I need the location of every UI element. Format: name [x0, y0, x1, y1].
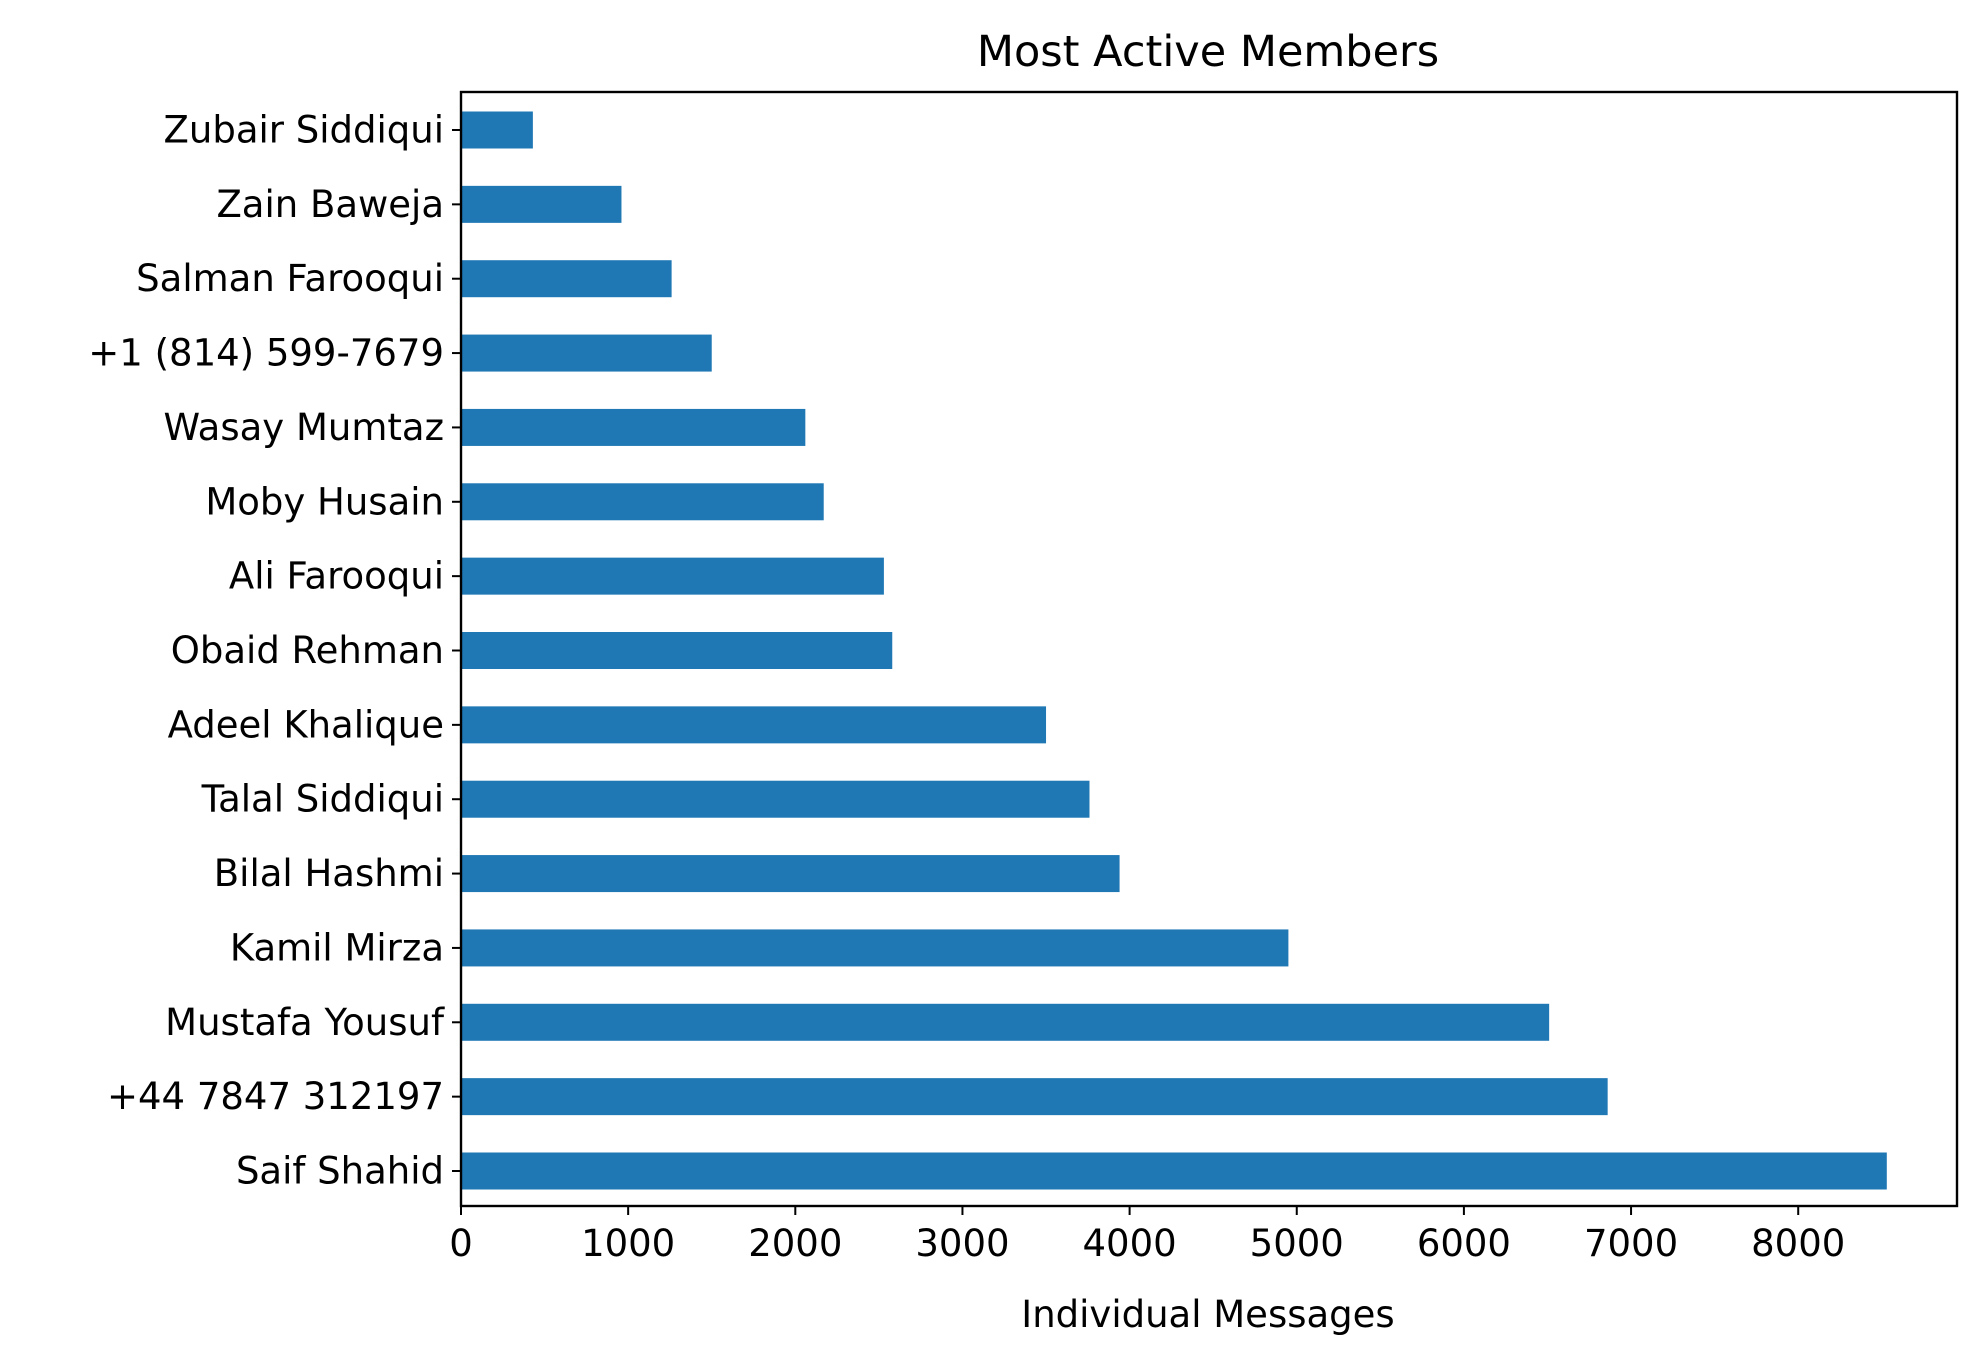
y-tick-label: +44 7847 312197 — [107, 1075, 444, 1118]
x-tick-label: 0 — [449, 1222, 473, 1265]
y-axis-ticks: Saif Shahid +44 7847 312197 Mustafa Yousuf… — [88, 109, 461, 1193]
y-tick-label: Salman Farooqui — [136, 257, 444, 300]
bar — [461, 111, 533, 149]
y-tick-label: +1 (814) 599-7679 — [88, 332, 444, 375]
x-tick-label: 5000 — [1250, 1222, 1344, 1265]
bar — [461, 1003, 1550, 1041]
x-tick-label: 7000 — [1584, 1222, 1678, 1265]
y-tick-label: Saif Shahid — [236, 1150, 444, 1193]
x-tick-label: 8000 — [1751, 1222, 1845, 1265]
x-axis-ticks: 0 1000 2000 3000 4000 5000 6000 7000 8000 — [449, 1206, 1845, 1265]
x-tick-label: 4000 — [1083, 1222, 1177, 1265]
x-tick-label: 3000 — [915, 1222, 1009, 1265]
x-axis-label: Individual Messages — [1021, 1293, 1394, 1336]
bar — [461, 929, 1289, 967]
bars-group — [461, 111, 1887, 1190]
y-tick-label: Obaid Rehman — [171, 629, 444, 672]
y-tick-label: Bilal Hashmi — [214, 852, 444, 895]
y-tick-label: Mustafa Yousuf — [165, 1001, 445, 1044]
y-tick-label: Adeel Khalique — [168, 703, 444, 746]
bar — [461, 260, 672, 298]
bar — [461, 706, 1047, 744]
y-tick-label: Kamil Mirza — [230, 926, 444, 969]
bar — [461, 334, 712, 372]
y-tick-label: Wasay Mumtaz — [163, 406, 444, 449]
bar — [461, 483, 824, 521]
y-tick-label: Talal Siddiqui — [201, 778, 444, 821]
bar — [461, 185, 622, 223]
y-tick-label: Moby Husain — [205, 480, 444, 523]
bar — [461, 1152, 1887, 1190]
bar — [461, 780, 1090, 818]
bar — [461, 855, 1120, 893]
plot-frame — [459, 90, 1959, 1208]
bar — [461, 408, 806, 446]
chart-title: Most Active Members — [977, 27, 1439, 77]
bar — [461, 557, 884, 595]
y-tick-label: Ali Farooqui — [229, 555, 444, 598]
y-tick-label: Zain Baweja — [216, 183, 444, 226]
bar — [461, 632, 893, 669]
x-tick-label: 6000 — [1417, 1222, 1511, 1265]
y-tick-label: Zubair Siddiqui — [164, 109, 444, 152]
bar — [461, 1078, 1608, 1116]
x-tick-label: 1000 — [581, 1222, 675, 1265]
x-tick-label: 2000 — [748, 1222, 842, 1265]
